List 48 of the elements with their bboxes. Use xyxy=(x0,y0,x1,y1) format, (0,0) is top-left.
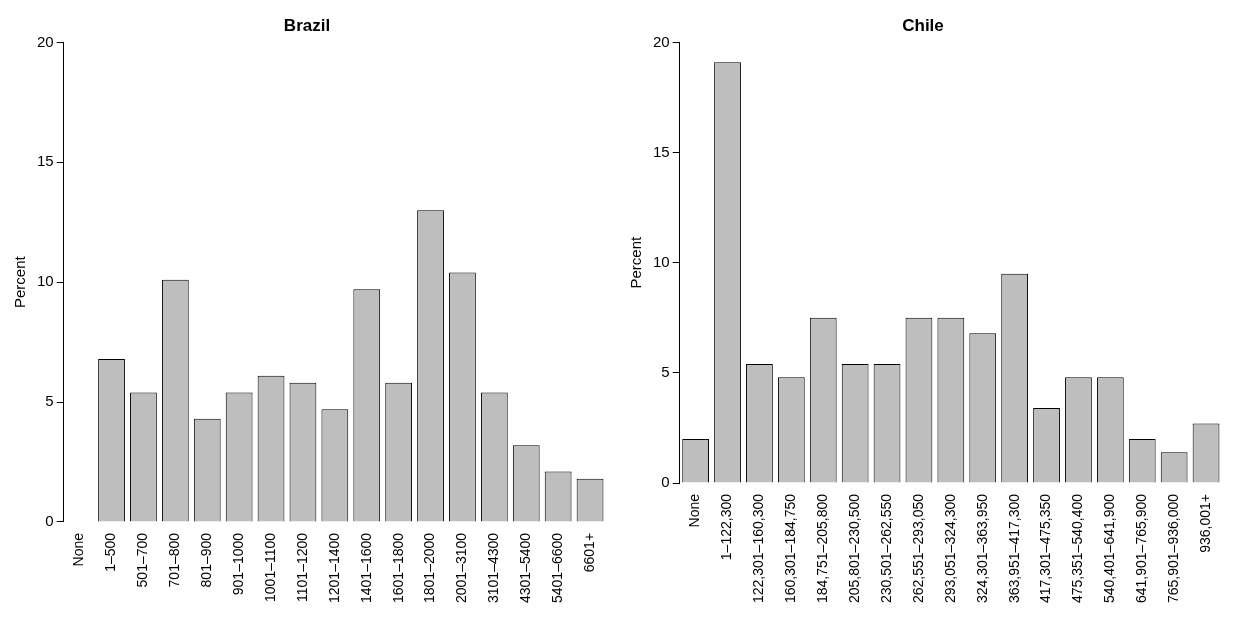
x-tick-label: 324,301–363,950 xyxy=(973,493,990,603)
x-tick-label: 540,401–641,900 xyxy=(1101,493,1118,603)
x-tick-label: 901–1000 xyxy=(230,532,246,596)
x-tick-label: 184,751–205,800 xyxy=(814,493,831,603)
chart-title: Brazil xyxy=(283,15,331,35)
y-axis-title: Percent xyxy=(11,255,29,309)
x-tick-label: 1–122,300 xyxy=(718,493,735,561)
x-tick-label: 2001–3100 xyxy=(453,532,470,603)
x-tick-label: 765,901–936,000 xyxy=(1165,493,1182,603)
x-tick-label: 417,301–475,350 xyxy=(1037,493,1054,603)
x-tick-label: 501–700 xyxy=(134,532,151,588)
x-tick-label: 122,301–160,300 xyxy=(750,493,767,603)
y-tick-label: 20 xyxy=(37,32,54,50)
x-tick-label: 4301–5400 xyxy=(517,532,534,603)
x-tick-label: 5401–6600 xyxy=(549,532,566,603)
x-tick-label: 475,351–540,400 xyxy=(1069,493,1086,603)
x-tick-label: 801–900 xyxy=(198,532,215,588)
x-tick-label: 1601–1800 xyxy=(389,532,406,603)
x-tick-label: None xyxy=(686,493,703,528)
y-tick-label: 20 xyxy=(653,32,670,50)
x-tick-label: 205,801–230,500 xyxy=(846,493,862,603)
x-tick-label: 262,551–293,050 xyxy=(909,493,926,603)
y-tick-label: 15 xyxy=(37,152,54,170)
x-tick-label: 3101–4300 xyxy=(485,532,502,603)
y-tick-label: 10 xyxy=(37,272,54,290)
x-tick-label: 1401–1600 xyxy=(357,532,374,603)
x-tick-label: 160,301–184,750 xyxy=(782,493,799,603)
x-tick-label: 701–800 xyxy=(166,532,183,588)
x-tick-label: 6601+ xyxy=(580,532,597,573)
x-tick-label: 363,951–417,300 xyxy=(1005,493,1022,603)
x-tick-label: 1–500 xyxy=(102,532,119,572)
x-tick-label: 1001–1100 xyxy=(261,532,278,602)
y-tick-label: 5 xyxy=(45,392,54,410)
x-tick-label: 1201–1400 xyxy=(325,532,342,603)
y-tick-label: 15 xyxy=(653,142,670,160)
x-tick-label: 293,051–324,300 xyxy=(941,493,958,603)
x-tick-label: 1101–1200 xyxy=(293,532,310,602)
x-tick-label: 641,901–765,900 xyxy=(1133,493,1150,603)
x-tick-label: 230,501–262,550 xyxy=(877,493,894,603)
y-tick-label: 0 xyxy=(45,512,54,530)
y-tick-label: 10 xyxy=(653,252,670,270)
y-tick-label: 0 xyxy=(661,473,670,491)
x-tick-label: 936,001+ xyxy=(1196,494,1213,553)
chart-title: Chile xyxy=(902,15,944,35)
y-axis-title: Percent xyxy=(627,236,645,289)
x-tick-label: None xyxy=(70,532,87,567)
x-tick-label: 1801–2000 xyxy=(421,532,438,603)
y-tick-label: 5 xyxy=(661,362,670,380)
